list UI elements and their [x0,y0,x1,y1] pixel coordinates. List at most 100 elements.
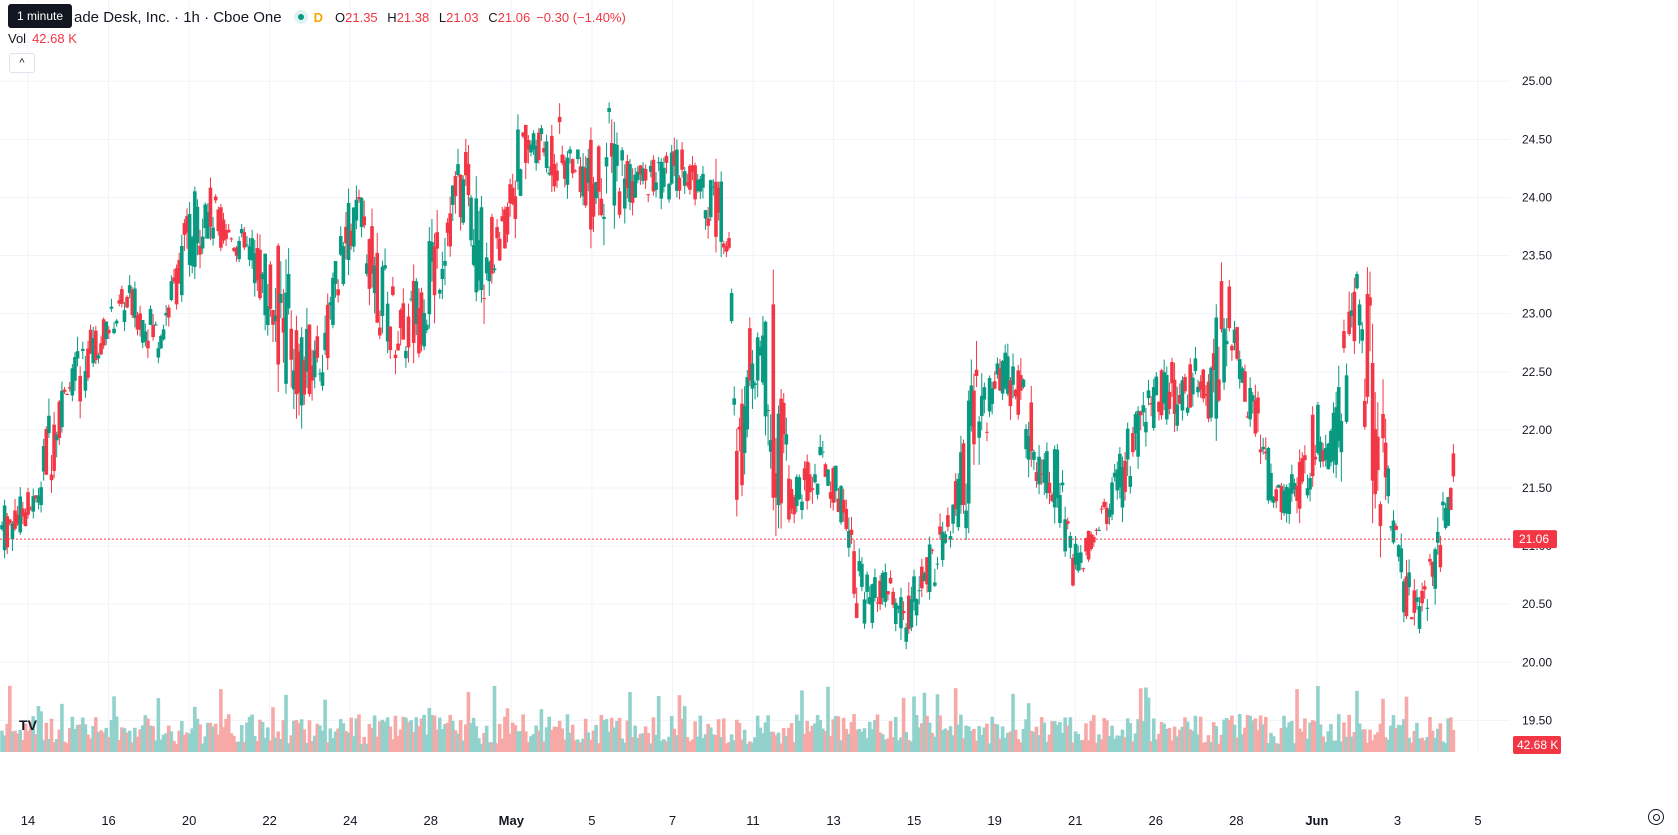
candle-body [156,348,161,358]
volume-bar [534,725,538,752]
volume-bar [1269,732,1273,752]
candle-body [735,450,739,500]
volume-bar [966,726,971,752]
volume-bar [961,738,966,752]
volume-bar [1347,714,1351,752]
volume-bar [1326,731,1331,752]
tradingview-logo-icon[interactable]: TV [19,717,37,733]
candle-body [490,217,494,274]
volume-bar [232,735,236,752]
candle-body [565,157,570,185]
candle-body [854,603,859,618]
candle-body [1266,447,1271,501]
candle-body [28,508,33,510]
candle-body [1099,508,1104,510]
volume-bar [716,719,721,752]
candle-body [810,488,815,491]
candle-body [417,308,421,354]
volume-bar [328,728,333,752]
candle-body [1373,429,1378,495]
candle-body [630,181,635,203]
d-chip[interactable]: D [313,9,323,25]
candle-body [1376,436,1380,471]
volume-bar [748,741,752,752]
symbol-title[interactable]: ade Desk, Inc. · 1h · Cboe One [74,8,282,26]
candle-body [784,434,789,445]
candle-body [792,497,796,515]
volume-bar [206,722,210,752]
candle-body [1136,410,1140,457]
candle-body [1258,449,1263,453]
volume-legend[interactable]: Vol 42.68 K [8,31,77,46]
candle-body [34,495,38,499]
volume-bar [693,721,697,752]
volume-bar [1420,737,1424,752]
candle-body [521,132,525,137]
candle-body [831,468,836,503]
volume-bar [221,727,226,752]
volume-bar [83,724,88,752]
volume-bar [138,729,142,752]
volume-bar [763,722,768,752]
volume-bar [0,730,4,752]
volume-bar [753,737,757,752]
volume-bar [721,718,726,752]
candle-body [568,149,572,154]
candle-body [774,473,778,498]
volume-bar [951,735,955,752]
candle-body [596,146,601,192]
candle-body [247,246,252,260]
volume-bar [1287,722,1292,752]
candle-body [992,381,997,389]
candle-body [1269,472,1273,501]
volume-bar [1183,717,1187,752]
candle-body [753,383,757,385]
market-status-icon[interactable] [293,10,308,24]
volume-bar [435,729,439,752]
candle-body [1154,376,1159,396]
candle-body [445,222,450,233]
collapse-chevron-up-icon[interactable]: ^ [9,53,35,73]
candle-body [1428,558,1432,562]
volume-bar [964,725,968,752]
candle-body [807,474,812,493]
candle-body [0,525,4,530]
candle-body [258,249,262,299]
time-axis[interactable]: 14 16 20 22 24 28 May 5 7 11 13 15 19 21 26 28 Jun 3 5 [21,813,1482,828]
candle-body [396,343,400,351]
volume-bar [998,738,1002,752]
candle-body [609,143,614,157]
candle-body [39,487,43,506]
candle-body [628,164,632,202]
candle-body [878,580,882,605]
volume-bar [1308,722,1312,752]
last-price-label: 21.06 [1513,530,1557,549]
volume-bar [1394,728,1398,752]
volume-bar [318,725,322,752]
candle-body [305,328,309,372]
symbol-legend[interactable]: ade Desk, Inc. · 1h · Cboe One D O21.35 … [8,6,626,28]
volume-bar [1086,740,1091,752]
candle-body [65,394,69,396]
volume-value: 42.68 K [32,31,77,46]
volume-bar [794,714,799,752]
volume-bar [888,721,893,752]
volume-bar [107,737,111,752]
volume-bar [88,738,93,752]
volume-bar [1352,731,1357,752]
volume-bar [151,726,155,752]
volume-bar [164,733,168,752]
volume-bar [135,736,140,752]
volume-bar [430,714,434,752]
price-axis[interactable]: 25.00 24.50 24.00 23.50 23.00 22.50 22.00 21.50… [1522,74,1552,727]
candle-body [281,317,286,333]
candle-body [518,169,523,196]
settings-gear-icon[interactable] [1648,809,1664,825]
candle-body [286,273,291,309]
candle-body [654,182,658,190]
volume-bar [385,717,390,752]
candle-body [487,262,492,282]
volume-bar [148,725,153,752]
volume-bar [654,734,658,752]
